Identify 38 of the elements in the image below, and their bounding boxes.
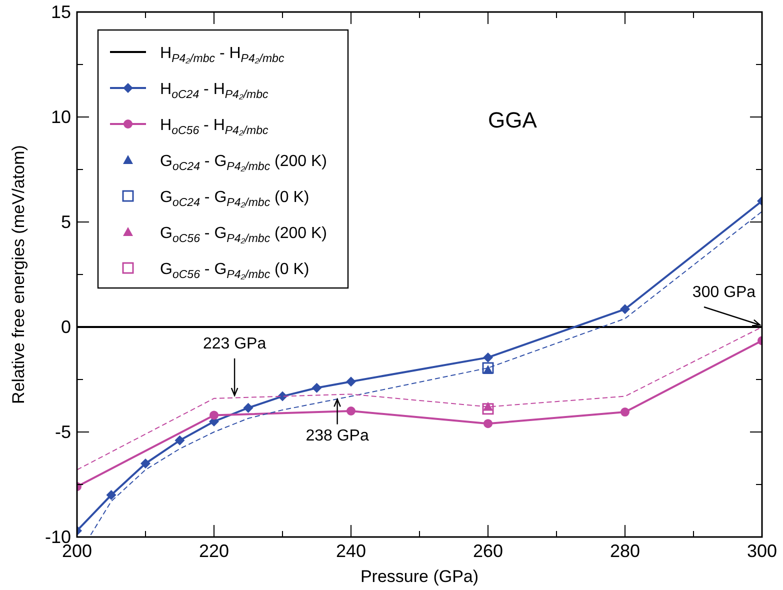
- point: [210, 410, 218, 420]
- y-tick-label: -5: [54, 422, 71, 442]
- legend-label: G$_{oC24}$ - G$_{P4₂/mbc}$ (0 K): [160, 189, 310, 209]
- legend-label: G$_{oC56}$ - G$_{P4₂/mbc}$ (0 K): [160, 261, 310, 281]
- legend-label: H$_{oC56}$ - H$_{P4₂/mbc}$: [160, 117, 269, 137]
- x-tick-label: 300: [746, 541, 778, 561]
- x-tick-label: 280: [610, 541, 640, 561]
- point: [482, 403, 494, 415]
- point: [106, 490, 116, 500]
- point: [482, 362, 494, 374]
- y-tick-label: 0: [60, 317, 71, 337]
- point: [243, 402, 254, 413]
- point: [140, 458, 150, 468]
- point: [483, 352, 493, 362]
- point: [620, 304, 630, 314]
- annotation: 238 GPa: [306, 427, 369, 444]
- y-tick-label: 10: [50, 107, 71, 127]
- point: [620, 408, 630, 417]
- annotation: 300 GPa: [692, 284, 756, 301]
- x-tick-label: 260: [472, 541, 504, 561]
- legend-label: H$_{oC24}$ - H$_{P4₂/mbc}$: [160, 81, 269, 101]
- x-tick-label: 220: [198, 541, 230, 561]
- y-axis-title: Relative free energies (meV/atom): [9, 145, 28, 404]
- annotation: GGA: [488, 108, 538, 132]
- point: [312, 382, 322, 393]
- annotation: 223 GPa: [202, 335, 266, 352]
- y-tick-label: 5: [60, 212, 71, 232]
- point: [174, 435, 185, 446]
- point: [346, 376, 356, 387]
- point: [483, 402, 493, 411]
- y-tick-label: 15: [50, 2, 71, 22]
- legend-label: H$_{P4₂/mbc}$ - H$_{P4₂/mbc}$: [160, 45, 284, 65]
- x-tick-label: 240: [336, 541, 366, 561]
- legend-label: G$_{oC24}$ - G$_{P4₂/mbc}$ (200 K): [160, 153, 328, 173]
- legend-label: G$_{oC56}$ - G$_{P4₂/mbc}$ (200 K): [160, 225, 328, 245]
- point: [346, 406, 356, 416]
- x-axis-title: Pressure (GPa): [360, 567, 479, 586]
- point: [484, 419, 492, 428]
